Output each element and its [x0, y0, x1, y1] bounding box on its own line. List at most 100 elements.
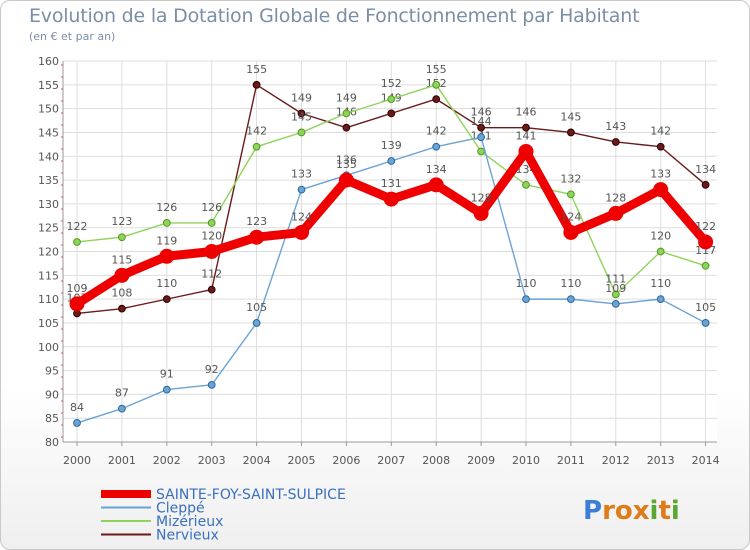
data-label: 145 [291, 110, 312, 123]
data-point [297, 185, 306, 194]
data-label: 146 [471, 106, 492, 119]
data-point [294, 224, 309, 240]
logo-letter: o [615, 496, 633, 526]
data-label: 111 [605, 272, 626, 285]
data-point [297, 109, 306, 118]
data-label: 135 [336, 158, 357, 171]
x-tick-label: 2002 [153, 454, 181, 467]
data-label: 126 [201, 201, 222, 214]
y-tick-label: 80 [45, 436, 59, 449]
y-tick-label: 85 [45, 412, 59, 425]
data-point [567, 128, 575, 137]
data-point [162, 385, 171, 394]
data-point [252, 319, 261, 327]
y-tick-label: 150 [38, 103, 59, 116]
data-label: 143 [605, 120, 626, 133]
data-label: 115 [111, 253, 132, 266]
chart-title: Evolution de la Dotation Globale de Fonc… [29, 5, 640, 27]
data-label: 110 [650, 277, 671, 290]
data-point [477, 123, 486, 132]
logo-text: Proxiti [583, 496, 680, 526]
data-point [159, 248, 175, 264]
data-point [608, 205, 624, 221]
data-label: 131 [381, 177, 402, 190]
data-label: 120 [650, 230, 671, 243]
data-label: 110 [156, 277, 177, 290]
x-tick-label: 2013 [647, 454, 675, 467]
data-point [656, 295, 665, 304]
data-label: 149 [336, 91, 357, 104]
data-point [204, 244, 220, 259]
data-label: 105 [695, 301, 716, 314]
data-point [252, 142, 261, 151]
y-tick-label: 100 [38, 341, 59, 354]
data-label: 87 [115, 387, 129, 400]
data-label: 122 [67, 220, 88, 233]
data-label: 155 [426, 63, 447, 76]
data-point [69, 296, 85, 312]
y-tick-label: 115 [38, 269, 59, 282]
data-point [162, 219, 171, 227]
data-point [653, 182, 669, 198]
logo-letter: P [583, 496, 602, 526]
data-point [567, 190, 575, 199]
data-point [118, 304, 126, 313]
x-tick-label: 2012 [602, 454, 630, 467]
data-point [522, 180, 530, 189]
logo-letter: r [602, 496, 615, 526]
data-point [297, 128, 306, 137]
data-point [387, 157, 396, 165]
y-tick-label: 135 [38, 174, 59, 187]
logo-letter: i [650, 496, 659, 526]
logo-letter: x [633, 496, 650, 526]
y-tick-label: 130 [38, 198, 59, 211]
legend-label: Cleppé [156, 501, 205, 517]
data-point [563, 224, 579, 240]
data-label: 120 [201, 230, 222, 243]
data-label: 122 [695, 220, 716, 233]
data-point [698, 234, 714, 250]
chart-subtitle: (en € et par an) [29, 30, 116, 43]
data-point [432, 80, 441, 89]
data-point [252, 80, 261, 89]
y-tick-label: 140 [38, 150, 59, 163]
data-point [207, 285, 216, 294]
data-label: 132 [560, 172, 581, 185]
data-point [611, 138, 620, 146]
data-label: 134 [426, 163, 447, 176]
data-point [162, 295, 171, 304]
data-point [473, 205, 489, 221]
data-label: 128 [605, 191, 626, 204]
data-label: 92 [205, 363, 219, 376]
y-tick-label: 120 [38, 246, 59, 259]
data-label: 109 [67, 282, 88, 295]
data-point [522, 123, 530, 132]
data-label: 146 [516, 106, 537, 119]
legend: SAINTE-FOY-SAINT-SULPICECleppéMizérieuxN… [101, 487, 346, 544]
data-label: 124 [291, 210, 312, 223]
data-point [477, 147, 486, 156]
data-label: 134 [695, 163, 716, 176]
proxiti-logo: Proxiti [583, 496, 680, 526]
data-point [207, 380, 216, 389]
y-tick-label: 95 [45, 365, 59, 378]
y-tick-label: 155 [38, 79, 59, 92]
x-tick-label: 2004 [243, 454, 271, 467]
data-point [249, 229, 265, 245]
data-point [342, 123, 351, 132]
data-label: 149 [291, 91, 312, 104]
x-tick-label: 2001 [108, 454, 136, 467]
data-point [518, 143, 534, 159]
data-point [73, 238, 81, 246]
data-label: 112 [201, 268, 222, 281]
series-layer: 1071081101121551491461491521461461451431… [67, 63, 716, 427]
data-point [611, 290, 620, 299]
y-tick-label: 145 [38, 126, 59, 139]
x-tick-label: 2008 [422, 454, 450, 467]
data-label: 128 [471, 191, 492, 204]
data-label: 142 [246, 125, 267, 138]
data-point [342, 109, 351, 118]
data-label: 110 [516, 277, 537, 290]
